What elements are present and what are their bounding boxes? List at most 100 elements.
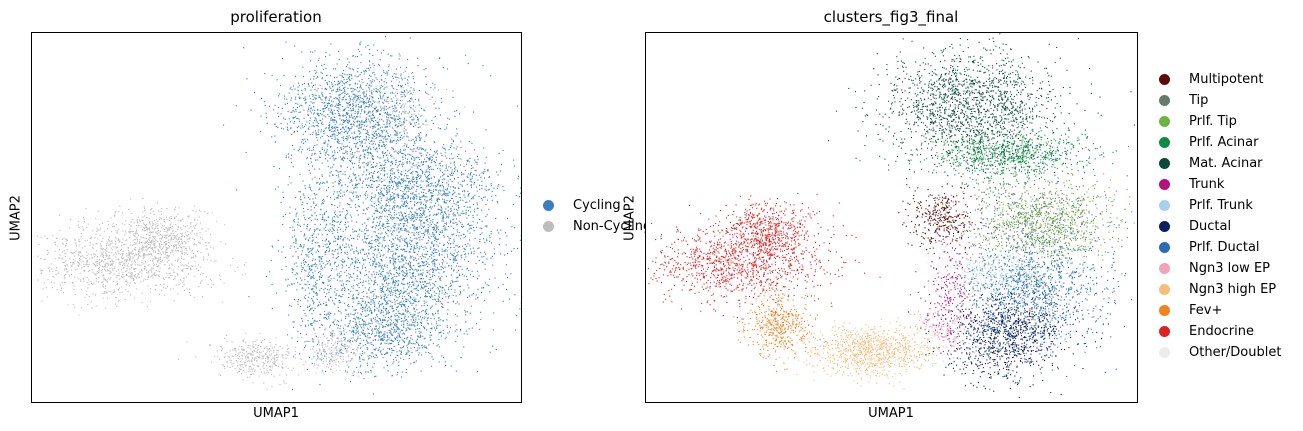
data-point (388, 66, 390, 68)
data-point (358, 175, 360, 177)
data-point (407, 184, 409, 186)
data-point (453, 246, 455, 248)
data-point (345, 66, 347, 68)
data-point (365, 70, 367, 72)
data-point (375, 120, 377, 122)
data-point (416, 245, 418, 247)
data-point (363, 291, 365, 293)
data-point (406, 220, 408, 222)
data-point (349, 204, 351, 206)
data-point (379, 207, 381, 209)
data-point (407, 230, 409, 232)
data-point (352, 172, 354, 174)
data-point (424, 91, 426, 93)
data-point (339, 142, 341, 144)
data-point (410, 140, 412, 142)
data-point (490, 75, 492, 77)
data-point (331, 126, 333, 128)
data-point (375, 134, 377, 136)
data-point (425, 296, 427, 298)
data-point (346, 113, 348, 115)
data-point (434, 237, 436, 239)
data-point (378, 309, 380, 311)
data-point (464, 243, 466, 245)
data-point (440, 205, 442, 207)
data-point (360, 140, 362, 142)
data-point (351, 78, 353, 80)
data-point (362, 267, 364, 269)
data-point (483, 171, 485, 173)
data-point (338, 86, 340, 88)
data-point (490, 184, 492, 186)
data-point (397, 305, 399, 307)
data-point (348, 119, 350, 121)
data-point (467, 223, 469, 225)
data-point (355, 146, 357, 148)
data-point (337, 83, 339, 85)
data-point (365, 174, 367, 176)
data-point (320, 268, 322, 270)
data-point (369, 110, 371, 112)
data-point (344, 173, 346, 175)
data-point (419, 213, 421, 215)
data-point (318, 156, 320, 158)
data-point (456, 277, 458, 279)
data-point (389, 169, 391, 171)
data-point (346, 81, 348, 83)
data-point (315, 266, 317, 268)
data-point (431, 243, 433, 245)
data-point (409, 250, 411, 252)
data-point (353, 103, 355, 105)
data-point (419, 256, 421, 258)
data-point (361, 101, 363, 103)
data-point (442, 198, 444, 200)
data-point (344, 146, 346, 148)
data-point (409, 93, 411, 95)
data-point (517, 105, 519, 107)
data-point (463, 275, 465, 277)
data-point (507, 253, 509, 255)
data-point (349, 120, 351, 122)
data-point (431, 184, 433, 186)
data-point (365, 163, 367, 165)
data-point (406, 299, 408, 301)
data-point (453, 171, 455, 173)
data-point (404, 143, 406, 145)
data-point (388, 312, 390, 314)
data-point (343, 87, 345, 89)
data-point (437, 268, 439, 270)
data-point (427, 185, 429, 187)
data-point (314, 194, 316, 196)
data-point (438, 346, 440, 348)
data-point (336, 221, 338, 223)
data-point (327, 145, 329, 147)
data-point (491, 199, 493, 201)
data-point (377, 98, 379, 100)
data-point (426, 219, 428, 221)
data-point (430, 87, 432, 89)
data-point (411, 298, 413, 300)
data-point (376, 180, 378, 182)
data-point (451, 153, 453, 155)
data-point (363, 241, 365, 243)
data-point (401, 214, 403, 216)
data-point (315, 65, 317, 67)
data-point (371, 90, 373, 92)
data-point (365, 135, 367, 137)
data-point (380, 266, 382, 268)
data-point (453, 157, 455, 159)
data-point (387, 134, 389, 136)
data-point (310, 188, 312, 190)
data-point (398, 81, 400, 83)
data-point (438, 192, 440, 194)
data-point (384, 87, 386, 89)
data-point (392, 147, 394, 149)
data-point (452, 282, 454, 284)
data-point (425, 351, 427, 353)
data-point (416, 228, 418, 230)
data-point (358, 133, 360, 135)
data-point (421, 232, 423, 234)
data-point (500, 253, 502, 255)
data-point (456, 252, 458, 254)
data-point (402, 292, 404, 294)
